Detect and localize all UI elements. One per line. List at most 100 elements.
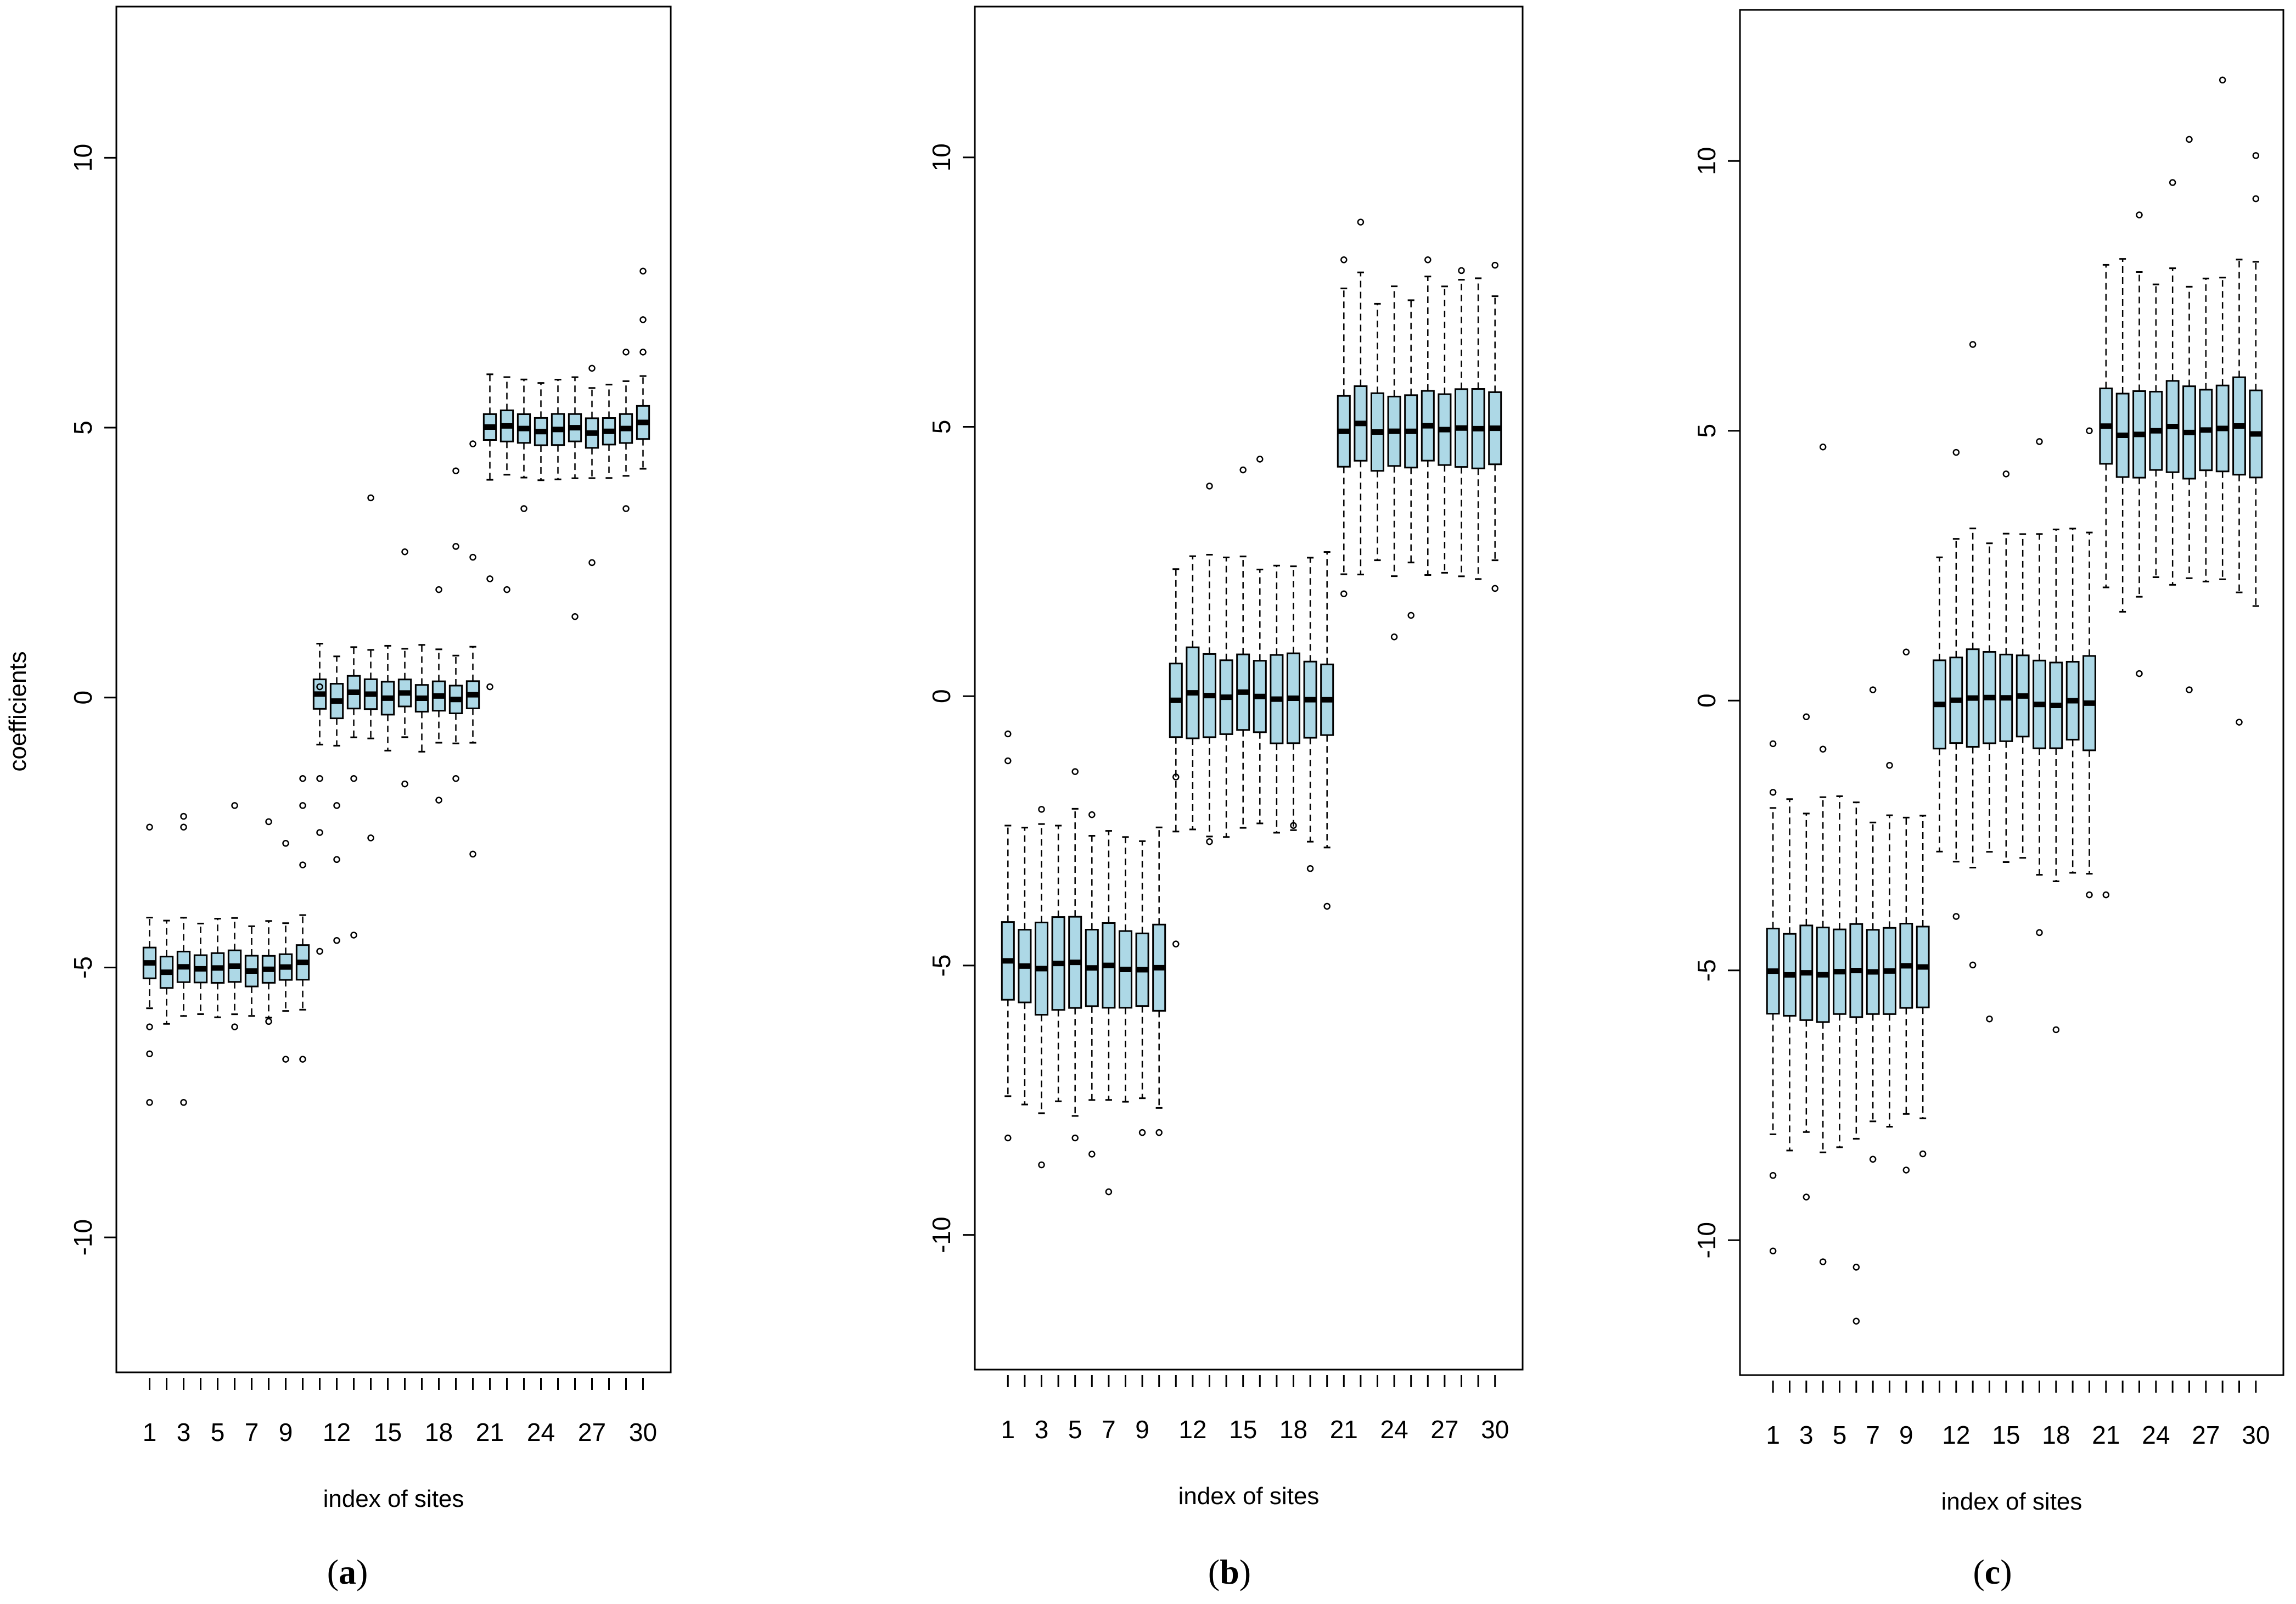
outlier-point (2036, 438, 2043, 445)
outlier-point (1105, 1188, 1113, 1196)
panel-caption: (c) (1973, 1552, 2012, 1591)
x-tick-label: 27 (1430, 1415, 1458, 1444)
outlier-point (265, 818, 272, 826)
outlier-point (1769, 789, 1777, 796)
x-tick-label: 30 (1481, 1415, 1509, 1444)
box-site-29 (1471, 277, 1485, 580)
outlier-point (282, 1056, 289, 1063)
box-site-2 (1018, 827, 1032, 1106)
outlier-point (1239, 466, 1247, 474)
outlier-point (1819, 745, 1827, 753)
outlier-point (1886, 761, 1893, 769)
box-site-20 (2082, 531, 2096, 875)
outlier-point (1852, 1317, 1860, 1325)
outlier-point (2086, 891, 2093, 899)
x-axis-label: index of sites (1178, 1483, 1320, 1510)
box-site-27 (1438, 285, 1452, 574)
caption-close-paren: ) (356, 1552, 368, 1591)
outlier-point (1004, 730, 1012, 738)
box-site-12 (1186, 555, 1200, 831)
outlier-point (1458, 267, 1465, 274)
outlier-point (1803, 713, 1810, 720)
x-tick-label: 24 (2142, 1421, 2170, 1449)
box-site-13 (346, 646, 361, 738)
outlier-point (1172, 773, 1180, 781)
x-tick-label: 5 (1833, 1421, 1847, 1449)
box-site-7 (1866, 821, 1880, 1123)
box-site-20 (465, 646, 480, 744)
outlier-point (1407, 612, 1414, 619)
outlier-point (2219, 76, 2226, 84)
outlier-point (282, 840, 289, 847)
outlier-point (1155, 1129, 1163, 1136)
outlier-point (1491, 585, 1498, 592)
box-site-17 (414, 644, 429, 753)
box-site-7 (244, 925, 259, 1017)
y-tick-label: 5 (69, 420, 97, 435)
box-site-18 (2049, 528, 2063, 882)
outlier-point (1357, 218, 1365, 226)
x-tick-label: 15 (1992, 1421, 2020, 1449)
box-site-5 (1068, 807, 1082, 1117)
outlier-point (1869, 1156, 1877, 1163)
outlier-point (265, 1018, 272, 1025)
outlier-point (1819, 1258, 1827, 1265)
outlier-point (1340, 256, 1348, 263)
box-site-30 (2249, 261, 2263, 607)
x-tick-label: 15 (374, 1418, 402, 1446)
outlier-point (1491, 261, 1498, 269)
plot-frame (1739, 9, 2284, 1376)
x-tick-label: 9 (1135, 1415, 1149, 1444)
caption-letter: c (1985, 1552, 2000, 1591)
box-site-10 (1152, 826, 1166, 1109)
y-tick-label: 10 (927, 143, 956, 171)
box-site-8 (261, 920, 276, 1019)
outlier-point (1038, 806, 1045, 813)
outlier-point (333, 802, 340, 809)
box-site-2 (1783, 798, 1797, 1152)
outlier-point (146, 1023, 153, 1030)
box-site-23 (517, 378, 531, 479)
box-site-13 (1966, 528, 1980, 868)
y-tick-label: 5 (1692, 424, 1721, 438)
caption-letter: b (1220, 1552, 1239, 1591)
panel-caption: (a) (327, 1552, 368, 1591)
box-site-24 (2149, 283, 2163, 578)
box-site-25 (1404, 299, 1418, 564)
box-site-12 (329, 655, 344, 747)
outlier-point (1902, 1166, 1910, 1174)
outlier-point (316, 829, 323, 836)
x-tick-label: 7 (245, 1418, 259, 1446)
x-tick-label: 15 (1229, 1415, 1257, 1444)
box-site-1 (142, 917, 157, 1009)
outlier-point (588, 364, 596, 372)
box-site-8 (1118, 836, 1133, 1103)
outlier-point (1769, 1172, 1777, 1179)
box-site-19 (448, 654, 463, 744)
y-tick-label: -5 (1692, 959, 1721, 982)
box-site-4 (193, 922, 208, 1015)
outlier-point (1071, 1134, 1079, 1142)
outlier-point (2136, 211, 2143, 218)
box-site-30 (1488, 295, 1502, 562)
outlier-point (1902, 648, 1910, 656)
outlier-point (1138, 1129, 1146, 1136)
x-tick-label: 3 (1035, 1415, 1049, 1444)
outlier-point (2236, 719, 2243, 726)
box-site-9 (1135, 840, 1149, 1100)
outlier-point (1769, 1247, 1777, 1255)
x-tick-label: 21 (2092, 1421, 2120, 1449)
caption-open-paren: ( (1208, 1552, 1220, 1591)
outlier-point (350, 932, 357, 939)
x-tick-label: 18 (1279, 1415, 1307, 1444)
x-tick-label: 5 (211, 1418, 225, 1446)
box-site-1 (1001, 825, 1015, 1097)
box-site-3 (176, 917, 191, 1017)
outlier-point (299, 861, 306, 868)
box-site-8 (1883, 814, 1896, 1128)
box-site-21 (1337, 287, 1351, 575)
outlier-point (1340, 590, 1348, 598)
box-site-28 (2215, 277, 2230, 580)
box-site-19 (2065, 528, 2080, 874)
